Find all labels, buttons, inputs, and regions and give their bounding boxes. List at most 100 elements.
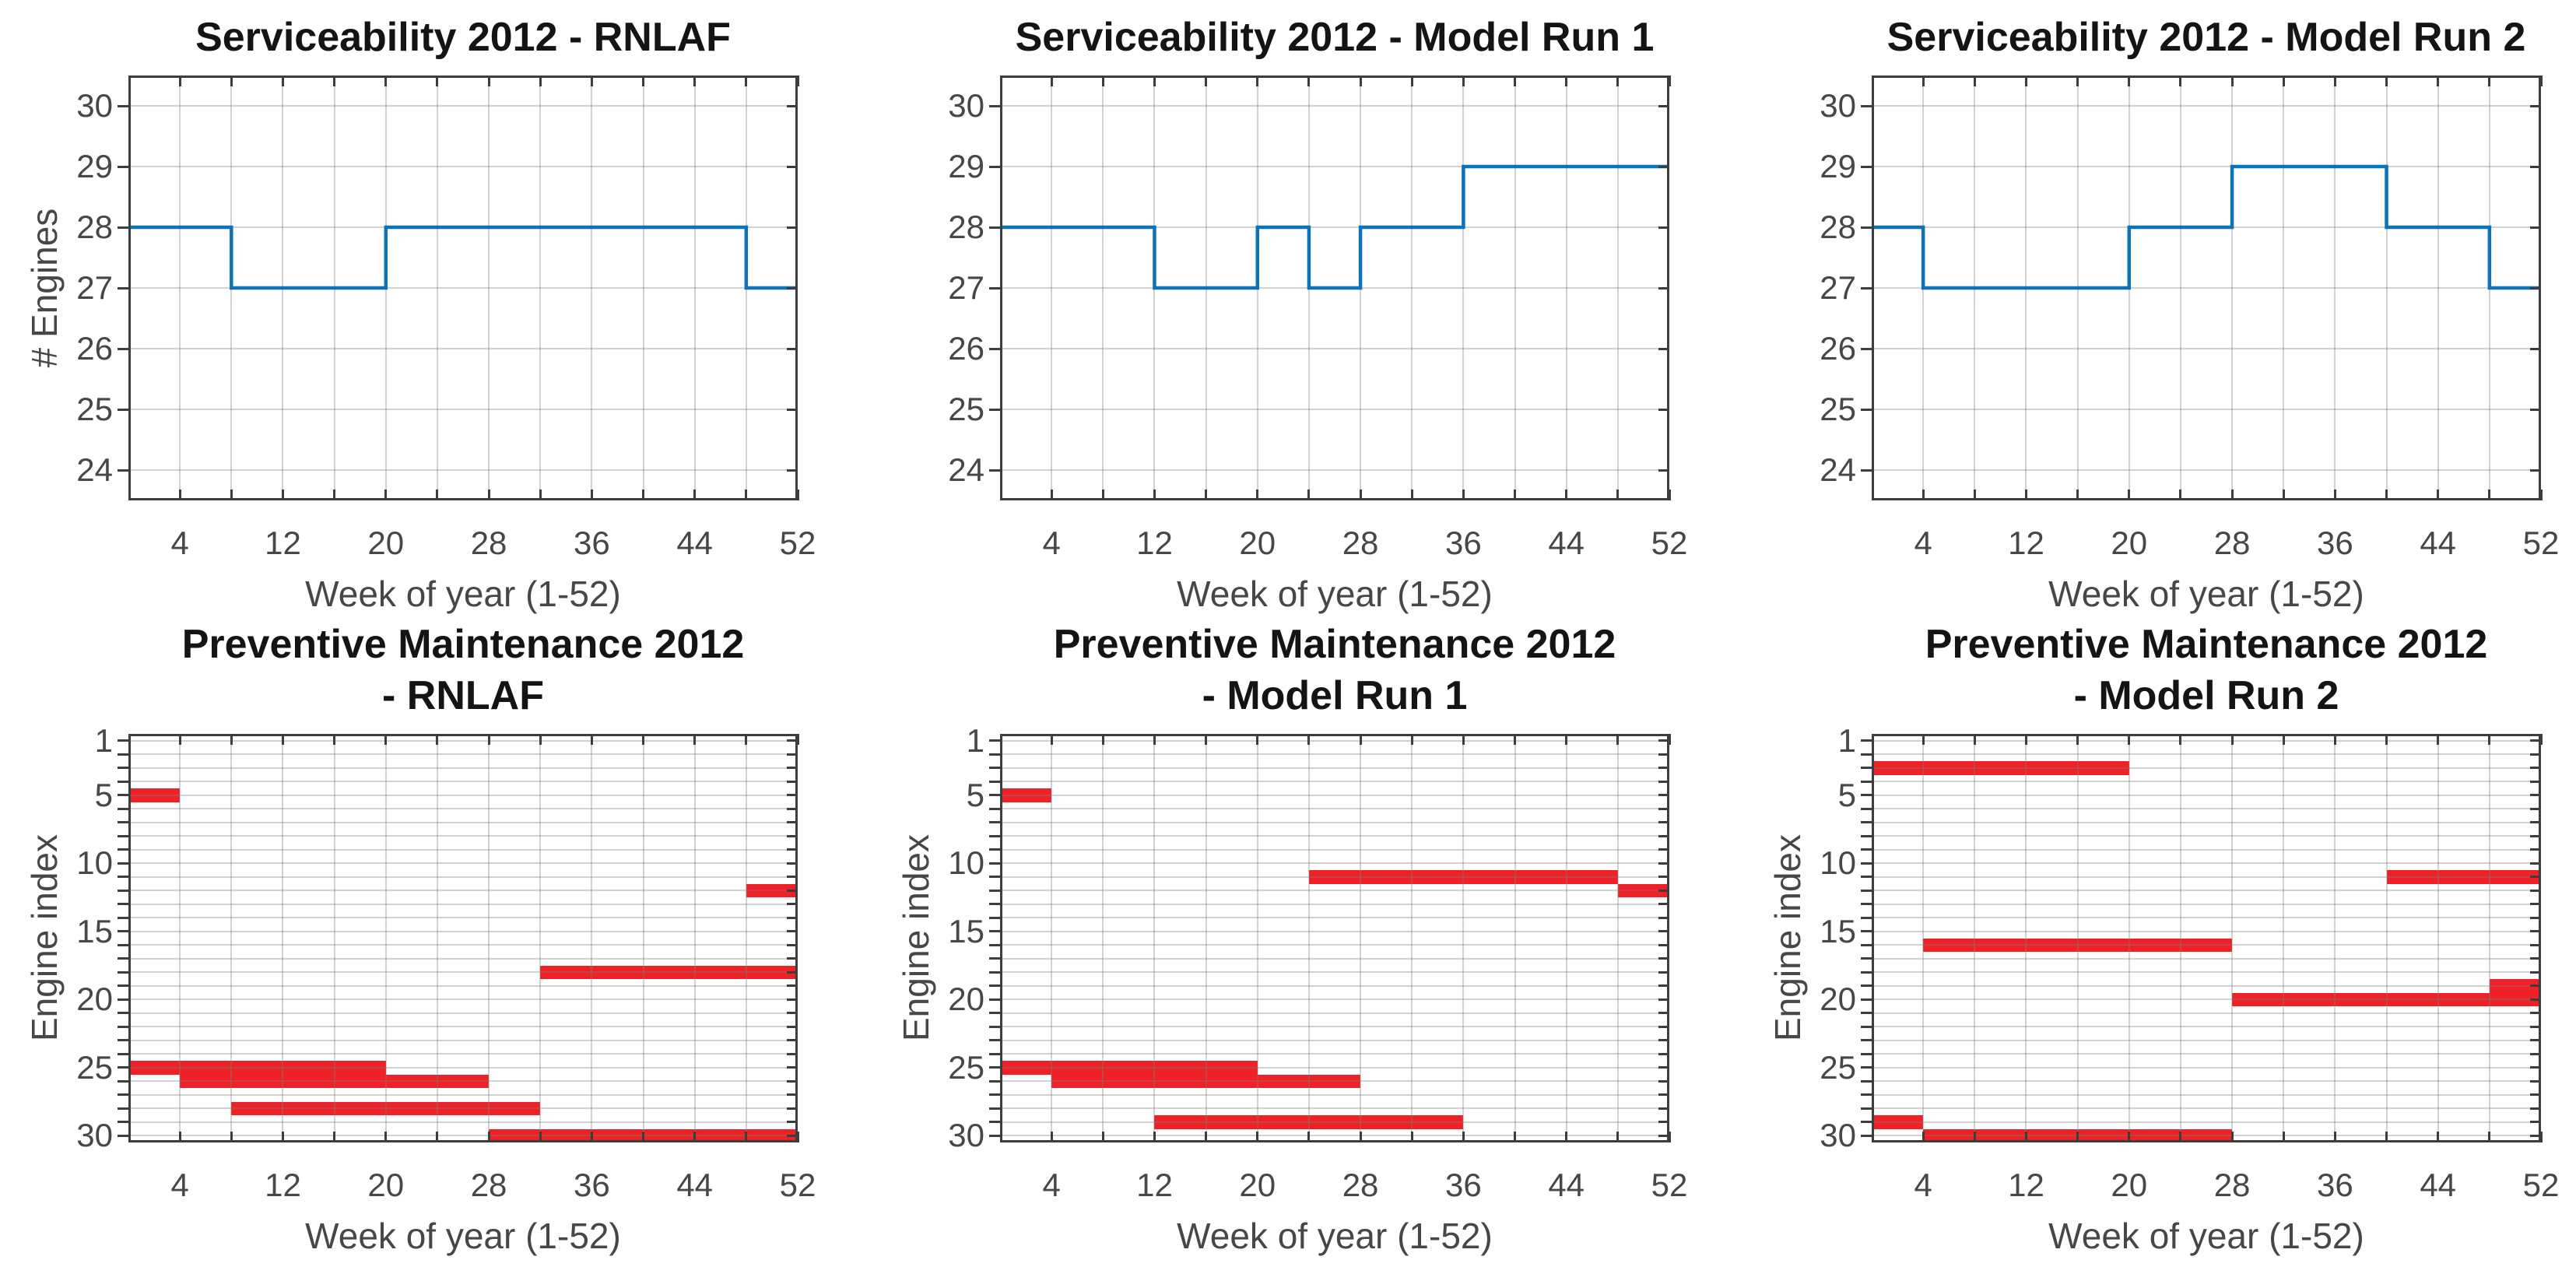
y-tick-mark [989, 916, 1000, 919]
plot-area [128, 75, 798, 500]
x-tick-label: 20 [367, 1167, 405, 1203]
maintenance-bar-engine-5 [128, 788, 181, 802]
y-tick-mark [118, 957, 128, 960]
y-tick-mark [1861, 165, 1872, 168]
gridline-x-week-44 [2437, 734, 2439, 1142]
subplot-serviceability-model-run-2: Serviceability 2012 - Model Run 2 Week o… [1820, 15, 2559, 613]
y-tick-label: 20 [1820, 981, 1856, 1018]
x-axis-label: Week of year (1-52) [1177, 574, 1493, 614]
serviceability-step-line [1000, 164, 1669, 290]
gridline-x-week-36 [1462, 734, 1465, 1142]
gridline-y-26 [1000, 348, 1669, 349]
y-tick-mark [1861, 876, 1872, 879]
x-tick-label: 12 [265, 1167, 301, 1203]
y-tick-mark [989, 807, 1000, 810]
gridline-x-week-32 [2283, 75, 2285, 500]
maintenance-bar-engine-20 [2232, 992, 2541, 1006]
y-tick-mark [118, 1025, 128, 1028]
y-tick-mark [989, 767, 1000, 770]
gridline-y-2 [128, 753, 798, 756]
gridline-y-1 [128, 739, 798, 742]
gridline-x-week-40 [642, 734, 644, 1142]
x-tick-label: 36 [1445, 1167, 1482, 1203]
gridline-y-30 [128, 1135, 798, 1137]
gridline-y-13 [1000, 903, 1669, 905]
y-tick-label: 15 [76, 912, 113, 949]
gridline-y-26 [128, 1080, 798, 1083]
y-tick-mark [118, 469, 128, 472]
gridline-y-11 [128, 876, 798, 878]
x-tick-label: 20 [2111, 525, 2148, 561]
subplot-serviceability-rnlaf: Serviceability 2012 - RNLAF # Engines We… [24, 15, 816, 613]
gridline-y-30 [1000, 1135, 1669, 1137]
x-tick-label: 28 [470, 1167, 507, 1203]
gridline-x-week-44 [693, 75, 696, 500]
y-tick-mark [1861, 780, 1872, 783]
gridline-y-27 [1000, 1093, 1669, 1096]
gridline-y-7 [128, 821, 798, 823]
y-tick-label: 28 [948, 209, 984, 245]
x-tick-label: 44 [2420, 1167, 2457, 1203]
x-tick-label: 20 [2111, 1167, 2148, 1203]
y-tick-mark [1861, 794, 1872, 797]
gridline-y-7 [1872, 821, 2541, 823]
gridline-y-28 [1872, 1107, 2541, 1110]
gridline-y-18 [128, 971, 798, 974]
y-tick-mark [118, 1107, 128, 1110]
gridline-y-25 [1872, 1066, 2541, 1069]
y-tick-label: 29 [1820, 148, 1856, 184]
gridline-y-28 [128, 1107, 798, 1110]
y-tick-mark [118, 1012, 128, 1015]
gridline-y-29 [1872, 166, 2541, 167]
y-tick-label: 15 [948, 912, 984, 949]
subplot-maintenance-model-run-1: Preventive Maintenance 2012 - Model Run … [896, 622, 1687, 1255]
gridline-y-27 [1872, 287, 2541, 289]
gridline-y-5 [1000, 794, 1669, 796]
gridline-x-week-48 [745, 734, 747, 1142]
y-tick-mark [118, 821, 128, 824]
chart-title: Preventive Maintenance 2012 - Model Run … [1763, 619, 2576, 721]
y-tick-label: 24 [948, 451, 984, 488]
y-tick-mark [118, 889, 128, 892]
serviceability-step-line [128, 225, 798, 290]
y-tick-mark [118, 876, 128, 879]
y-tick-mark [118, 1121, 128, 1124]
chart-title-line2: - RNLAF [382, 673, 544, 718]
y-tick-label: 1 [966, 721, 984, 759]
y-tick-mark [989, 984, 1000, 988]
gridline-y-6 [1872, 808, 2541, 810]
y-tick-mark [1861, 848, 1872, 851]
gridline-y-23 [128, 1039, 798, 1041]
gridline-y-25 [128, 1066, 798, 1069]
maintenance-bar-engine-3 [1872, 761, 2129, 775]
plot-area [1872, 734, 2541, 1142]
y-tick-mark [1861, 1121, 1872, 1124]
gridline-y-30 [1872, 105, 2541, 107]
gridline-y-22 [1872, 1026, 2541, 1028]
gridline-y-30 [1872, 1135, 2541, 1137]
y-tick-mark [118, 286, 128, 290]
x-tick-label: 12 [2008, 525, 2044, 561]
y-tick-mark [1861, 767, 1872, 770]
y-tick-mark [989, 347, 1000, 350]
y-tick-mark [989, 1107, 1000, 1110]
gridline-y-10 [1872, 862, 2541, 865]
gridline-y-2 [1000, 753, 1669, 756]
gridline-y-25 [128, 409, 798, 410]
y-tick-mark [989, 970, 1000, 974]
y-tick-mark [1861, 1134, 1872, 1137]
serviceability-step-line [1872, 164, 2541, 290]
gridline-y-29 [1000, 1121, 1669, 1123]
gridline-x-week-12 [2025, 734, 2027, 1142]
y-tick-mark [989, 104, 1000, 107]
gridline-y-12 [128, 890, 798, 892]
gridline-y-20 [1872, 998, 2541, 1001]
gridline-y-8 [1872, 835, 2541, 837]
y-tick-label: 27 [76, 269, 113, 306]
maintenance-bar-engine-11 [1308, 870, 1618, 884]
x-tick-label: 12 [1136, 525, 1173, 561]
y-tick-mark [118, 753, 128, 756]
y-tick-mark [1861, 916, 1872, 919]
gridline-y-27 [128, 287, 798, 289]
plot-area [1000, 75, 1669, 500]
